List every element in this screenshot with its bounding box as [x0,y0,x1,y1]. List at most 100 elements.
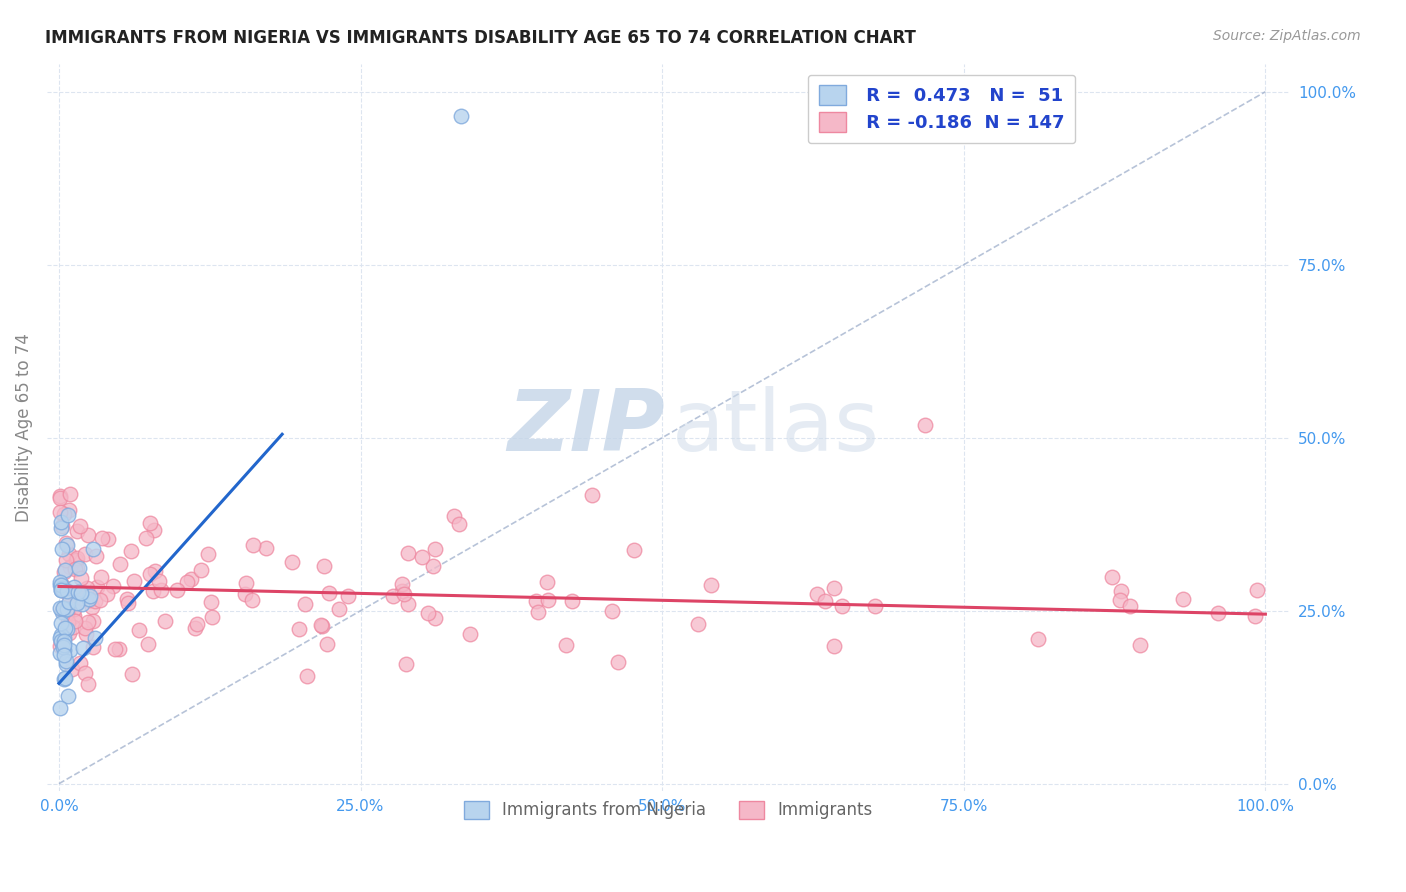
Point [143,564,166,578]
Text: Source: ZipAtlas.com: Source: ZipAtlas.com [1213,29,1361,43]
Point [281,555,304,569]
Point [55,535,77,549]
Point [328,601,350,615]
Point [51,582,73,597]
Point [53,633,76,648]
Point [79,589,101,603]
Point [823,581,845,595]
Point [135,531,157,545]
Point [183,621,205,635]
Point [77,677,100,691]
Point [84,549,107,564]
Point [58,689,80,703]
Point [55,538,77,552]
Point [150,583,173,598]
Point [83,594,105,608]
Point [49,521,72,535]
Point [75,626,97,640]
Point [70,585,93,599]
Point [1026,632,1049,646]
Point [75,665,97,680]
Point [186,617,208,632]
Point [537,593,560,607]
Point [1171,592,1194,607]
Point [391,577,413,591]
Point [526,605,548,619]
Point [122,574,145,588]
Point [458,627,481,641]
Point [53,563,76,577]
Point [83,631,105,645]
Point [418,606,440,620]
Point [49,639,72,653]
Point [63,614,86,628]
Point [311,618,333,632]
Point [56,607,79,621]
Point [52,631,75,645]
Point [411,549,433,564]
Point [62,620,84,634]
Point [77,615,100,629]
Point [49,577,72,591]
Point [190,563,212,577]
Point [49,515,72,529]
Point [391,584,413,599]
Point [138,516,160,530]
Point [180,572,202,586]
Point [70,570,93,584]
Point [581,488,603,502]
Point [77,593,100,607]
Point [1101,569,1123,583]
Point [392,587,415,601]
Point [1243,608,1265,623]
Point [288,622,311,636]
Point [814,594,837,608]
Point [58,626,80,640]
Point [52,640,75,654]
Point [48,646,70,660]
Point [555,639,578,653]
Point [97,532,120,546]
Point [422,559,444,574]
Point [69,586,91,600]
Point [70,591,93,606]
Point [58,508,80,522]
Point [48,701,70,715]
Point [53,621,76,635]
Point [52,601,75,615]
Point [823,639,845,653]
Point [51,519,73,533]
Point [318,585,340,599]
Point [242,538,264,552]
Point [166,582,188,597]
Point [1108,593,1130,607]
Point [72,640,94,655]
Point [806,587,828,601]
Point [153,614,176,628]
Point [235,575,257,590]
Point [53,642,76,657]
Point [294,598,316,612]
Point [91,531,114,545]
Point [48,574,70,589]
Point [536,575,558,590]
Point [1206,607,1229,621]
Point [59,487,82,501]
Point [108,641,131,656]
Point [48,601,70,615]
Point [49,505,72,519]
Legend: Immigrants from Nigeria, Immigrants: Immigrants from Nigeria, Immigrants [457,794,880,826]
Point [70,598,93,612]
Point [197,547,219,561]
Point [121,666,143,681]
Point [142,584,165,599]
Point [49,631,72,645]
Point [63,580,86,594]
Point [77,528,100,542]
Point [1119,599,1142,614]
Point [51,583,73,598]
Point [56,584,79,599]
Point [176,575,198,590]
Point [82,615,104,629]
Point [89,593,111,607]
